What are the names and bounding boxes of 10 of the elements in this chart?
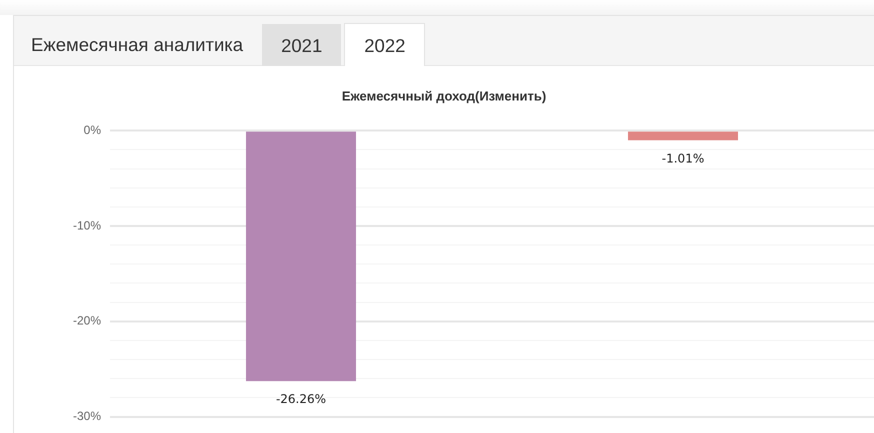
chart-title: Ежемесячный доход(Изменить) (342, 88, 546, 104)
y-tick-label: -20% (72, 314, 102, 328)
text: Ежемесячная аналитика (30, 34, 244, 55)
tab[interactable]: 2021 (262, 24, 342, 66)
data-label: -26.26% (276, 392, 326, 406)
tab[interactable]: 2022 (344, 23, 426, 66)
y-tick-label: -30% (72, 409, 102, 424)
data-label: -1.01% (662, 151, 704, 166)
y-tick-label: 0% (84, 122, 102, 137)
y-tick-label: -10% (72, 218, 102, 232)
